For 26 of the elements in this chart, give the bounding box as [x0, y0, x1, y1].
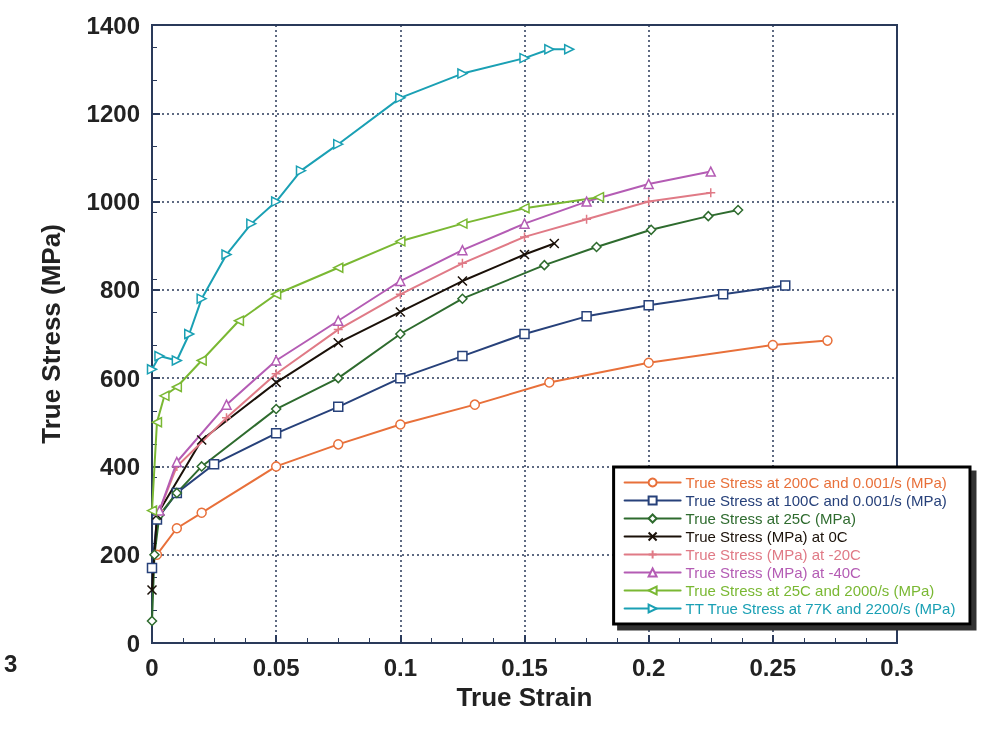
- legend-label: True Stress at 25C and 2000/s (MPa): [685, 582, 935, 599]
- y-tick-label: 0: [126, 629, 140, 657]
- y-tick-label: 1000: [86, 188, 140, 216]
- y-axis-title: True Stress (MPa): [36, 224, 66, 444]
- x-tick-label: 0.3: [880, 653, 914, 681]
- legend-label: True Stress (MPa) at 0C: [685, 528, 848, 545]
- legend-label: True Stress at 200C and 0.001/s (MPa): [685, 474, 947, 491]
- text: 3: [4, 650, 18, 678]
- x-tick-label: 0: [145, 653, 159, 681]
- y-tick-label: 600: [99, 364, 140, 392]
- x-tick-label: 0.1: [383, 653, 418, 681]
- x-tick-label: 0.2: [631, 653, 666, 681]
- y-tick-label: 800: [99, 276, 140, 304]
- legend-label: True Stress at 25C (MPa): [685, 510, 856, 527]
- y-tick-label: 1400: [86, 11, 140, 39]
- legend-label: True Stress (MPa) at -40C: [685, 564, 862, 581]
- legend-label: TT True Stress at 77K and 2200/s (MPa): [685, 600, 956, 617]
- x-tick-label: 0.15: [501, 653, 548, 681]
- y-tick-label: 400: [99, 452, 140, 480]
- legend-label: True Stress (MPa) at -20C: [685, 546, 862, 563]
- y-tick-label: 1200: [86, 99, 140, 127]
- x-tick-label: 0.25: [749, 653, 797, 681]
- y-tick-label: 200: [99, 541, 140, 569]
- legend-label: True Stress at 100C and 0.001/s (MPa): [685, 492, 947, 509]
- x-tick-label: 0.05: [252, 653, 300, 681]
- x-axis-title: True Strain: [456, 681, 593, 712]
